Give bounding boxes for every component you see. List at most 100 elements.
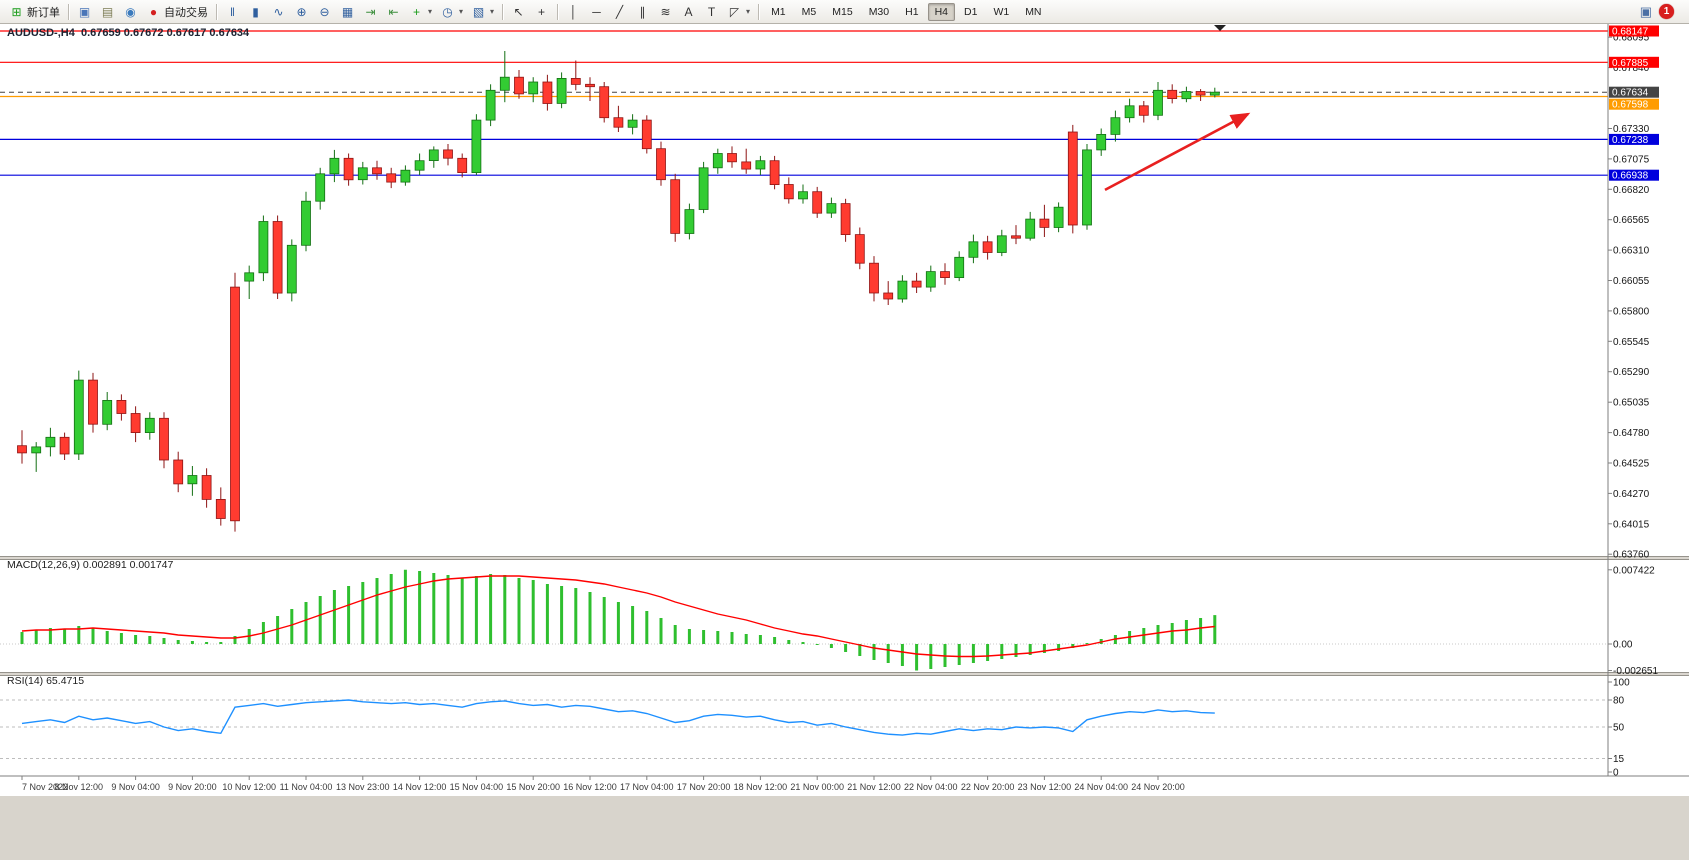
timeframe-h1-button[interactable]: H1 xyxy=(905,5,919,18)
price-axis-label: 0.65800 xyxy=(1613,306,1650,317)
dropdown-arrow-icon[interactable]: ▾ xyxy=(746,7,751,16)
dropdown-arrow-icon[interactable]: ▾ xyxy=(459,7,464,16)
crosshair-button[interactable]: + xyxy=(530,1,553,23)
candle-body xyxy=(499,76,510,91)
timeframe-m5-button[interactable]: M5 xyxy=(801,5,817,18)
bar-chart-mode-icon: ‖ xyxy=(230,4,235,19)
time-axis-label: 17 Nov 04:00 xyxy=(620,782,674,792)
svg-text:0.66938: 0.66938 xyxy=(1612,171,1649,182)
chart-canvas[interactable]: 0.68095 0.67840 0.67330 0.67075 0.66820 0.665… xyxy=(0,24,1689,860)
profiles-button[interactable]: ▤ xyxy=(96,1,119,23)
profiles-icon: ▤ xyxy=(101,4,114,19)
panel-splitter[interactable] xyxy=(0,672,1689,676)
time-axis-label: 11 Nov 04:00 xyxy=(280,782,333,792)
price-axis-label: 0.68095 xyxy=(1613,33,1650,44)
rsi-axis-label: 80 xyxy=(1613,696,1625,707)
time-axis-label: 14 Nov 12:00 xyxy=(393,782,447,792)
fibonacci-button[interactable]: ≋ xyxy=(654,1,677,23)
candle-body xyxy=(1153,89,1163,116)
templates-icon: ▧ xyxy=(472,4,485,19)
candle-body xyxy=(570,78,581,85)
price-axis-label: 0.64525 xyxy=(1613,459,1650,470)
candle-body xyxy=(88,379,98,425)
chart-windows-icon[interactable]: ▣ xyxy=(1639,3,1652,19)
chart-open-button[interactable]: ▣ xyxy=(73,1,96,23)
price-axis-label: 0.66310 xyxy=(1613,246,1650,257)
candlestick-mode-button[interactable]: ▮ xyxy=(244,1,267,23)
new-order-icon: ⊞ xyxy=(11,4,22,19)
trendline-button[interactable]: ╱ xyxy=(608,1,631,23)
chart-shift-marker[interactable] xyxy=(1214,25,1226,31)
timeframe-mn-button[interactable]: MN xyxy=(1025,5,1042,18)
toolbar-separator xyxy=(502,3,504,20)
periods-icon: ◷ xyxy=(442,4,453,19)
bar-chart-mode-button[interactable]: ‖ xyxy=(221,1,244,23)
toolbar-right-cluster: ▣ 1 xyxy=(1640,4,1684,20)
candle-body xyxy=(73,379,84,455)
vertical-line-button[interactable]: │ xyxy=(562,1,585,23)
timeframe-w1-button[interactable]: W1 xyxy=(993,5,1010,18)
timeframe-h4-button[interactable]: H4 xyxy=(927,2,955,21)
price-axis-label: 0.64270 xyxy=(1613,489,1650,500)
candle-body xyxy=(698,167,709,210)
notification-badge[interactable]: 1 xyxy=(1659,4,1674,19)
time-axis-label: 10 Nov 12:00 xyxy=(222,782,276,792)
indicators-button[interactable]: + ▾ xyxy=(405,1,436,23)
text-label-button[interactable]: T xyxy=(700,1,723,23)
arrow-objects-button[interactable]: ◸ ▾ xyxy=(723,1,754,23)
timeframe-m1-button[interactable]: M1 xyxy=(771,5,786,18)
tile-windows-button[interactable]: ▦ xyxy=(336,1,359,23)
candle-body xyxy=(883,292,894,300)
auto-scroll-button[interactable]: ⇥ xyxy=(359,1,382,23)
dropdown-arrow-icon[interactable]: ▾ xyxy=(490,7,495,16)
cursor-button[interactable]: ↖ xyxy=(507,1,530,23)
new-order-button[interactable]: ⊞ 新订单 xyxy=(5,1,64,23)
timeframe-m30-button[interactable]: M30 xyxy=(868,5,890,18)
dropdown-arrow-icon[interactable]: ▾ xyxy=(428,7,433,16)
time-axis-label: 16 Nov 12:00 xyxy=(563,782,617,792)
candle-body xyxy=(769,160,780,185)
candle-body xyxy=(613,117,624,128)
rsi-axis-label: 50 xyxy=(1613,723,1625,734)
candle-body xyxy=(556,78,567,104)
timeframe-m15-button[interactable]: M15 xyxy=(832,5,853,18)
trend-arrow[interactable] xyxy=(1104,112,1251,192)
candle-body xyxy=(684,209,695,234)
cursor-icon: ↖ xyxy=(513,4,524,19)
market-watch-button[interactable]: ◉ xyxy=(119,1,142,23)
candle-body xyxy=(741,161,752,170)
horizontal-line-red-price-tag xyxy=(1609,56,1659,68)
time-axis-label: 24 Nov 04:00 xyxy=(1074,782,1128,792)
zoom-in-button[interactable]: ⊕ xyxy=(290,1,313,23)
candle-body xyxy=(1167,89,1178,100)
text-button[interactable]: A xyxy=(677,1,700,23)
auto-trading-button[interactable]: ● 自动交易 xyxy=(142,1,212,23)
auto-trading-icon: ● xyxy=(149,4,158,19)
candle-body xyxy=(783,184,794,200)
horizontal-line-button[interactable]: ─ xyxy=(585,1,608,23)
svg-text:0.67238: 0.67238 xyxy=(1612,135,1649,146)
panel-splitter[interactable] xyxy=(0,556,1689,560)
periods-button[interactable]: ◷ ▾ xyxy=(436,1,467,23)
timeframe-d1-button[interactable]: D1 xyxy=(964,5,978,18)
equidistant-channel-button[interactable]: ∥ xyxy=(631,1,654,23)
candle-body xyxy=(940,271,950,279)
chart-shift-button[interactable]: ⇤ xyxy=(382,1,405,23)
templates-button[interactable]: ▧ ▾ xyxy=(467,1,498,23)
svg-text:0.67634: 0.67634 xyxy=(1612,88,1649,99)
candle-body xyxy=(542,81,553,104)
toolbar-separator xyxy=(216,3,217,20)
time-axis-label: 21 Nov 12:00 xyxy=(847,782,901,792)
horizontal-line-icon: ─ xyxy=(592,4,601,19)
rsi-line xyxy=(21,699,1215,736)
candle-body xyxy=(528,81,539,95)
line-chart-mode-button[interactable]: ∿ xyxy=(267,1,290,23)
price-axis-label: 0.66055 xyxy=(1613,276,1650,287)
candle-body xyxy=(144,417,155,433)
fibonacci-icon: ≋ xyxy=(660,4,671,19)
macd-axis-label: 0.00 xyxy=(1613,640,1633,651)
time-axis-label: 17 Nov 20:00 xyxy=(677,782,731,792)
price-axis-label: 0.64780 xyxy=(1613,428,1650,439)
zoom-out-button[interactable]: ⊖ xyxy=(313,1,336,23)
